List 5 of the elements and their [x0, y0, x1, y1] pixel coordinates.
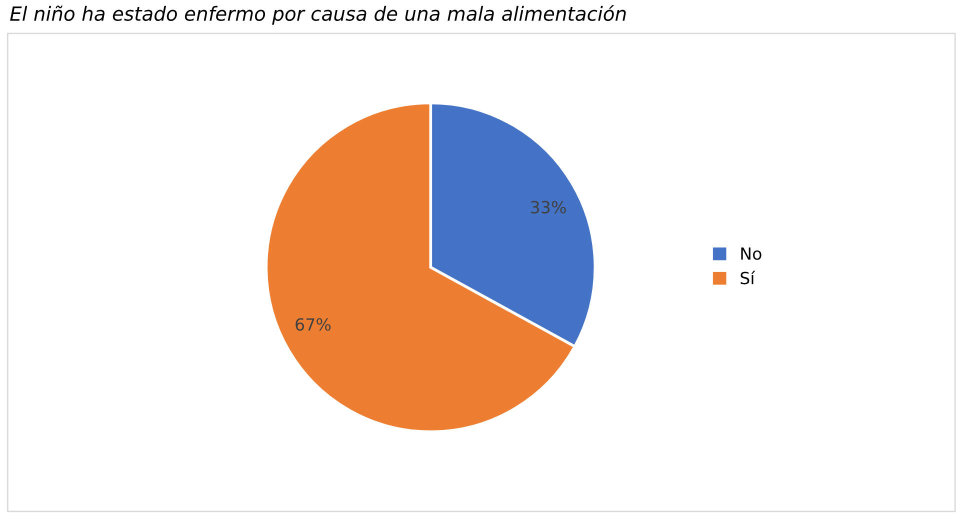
chart-title: El niño ha estado enfermo por causa de una mala alimentación [10, 5, 626, 25]
data-label: 67% [296, 318, 331, 331]
legend-label: No [741, 247, 762, 260]
data-label: 33% [531, 200, 566, 214]
legend-label: Sí [740, 270, 756, 284]
